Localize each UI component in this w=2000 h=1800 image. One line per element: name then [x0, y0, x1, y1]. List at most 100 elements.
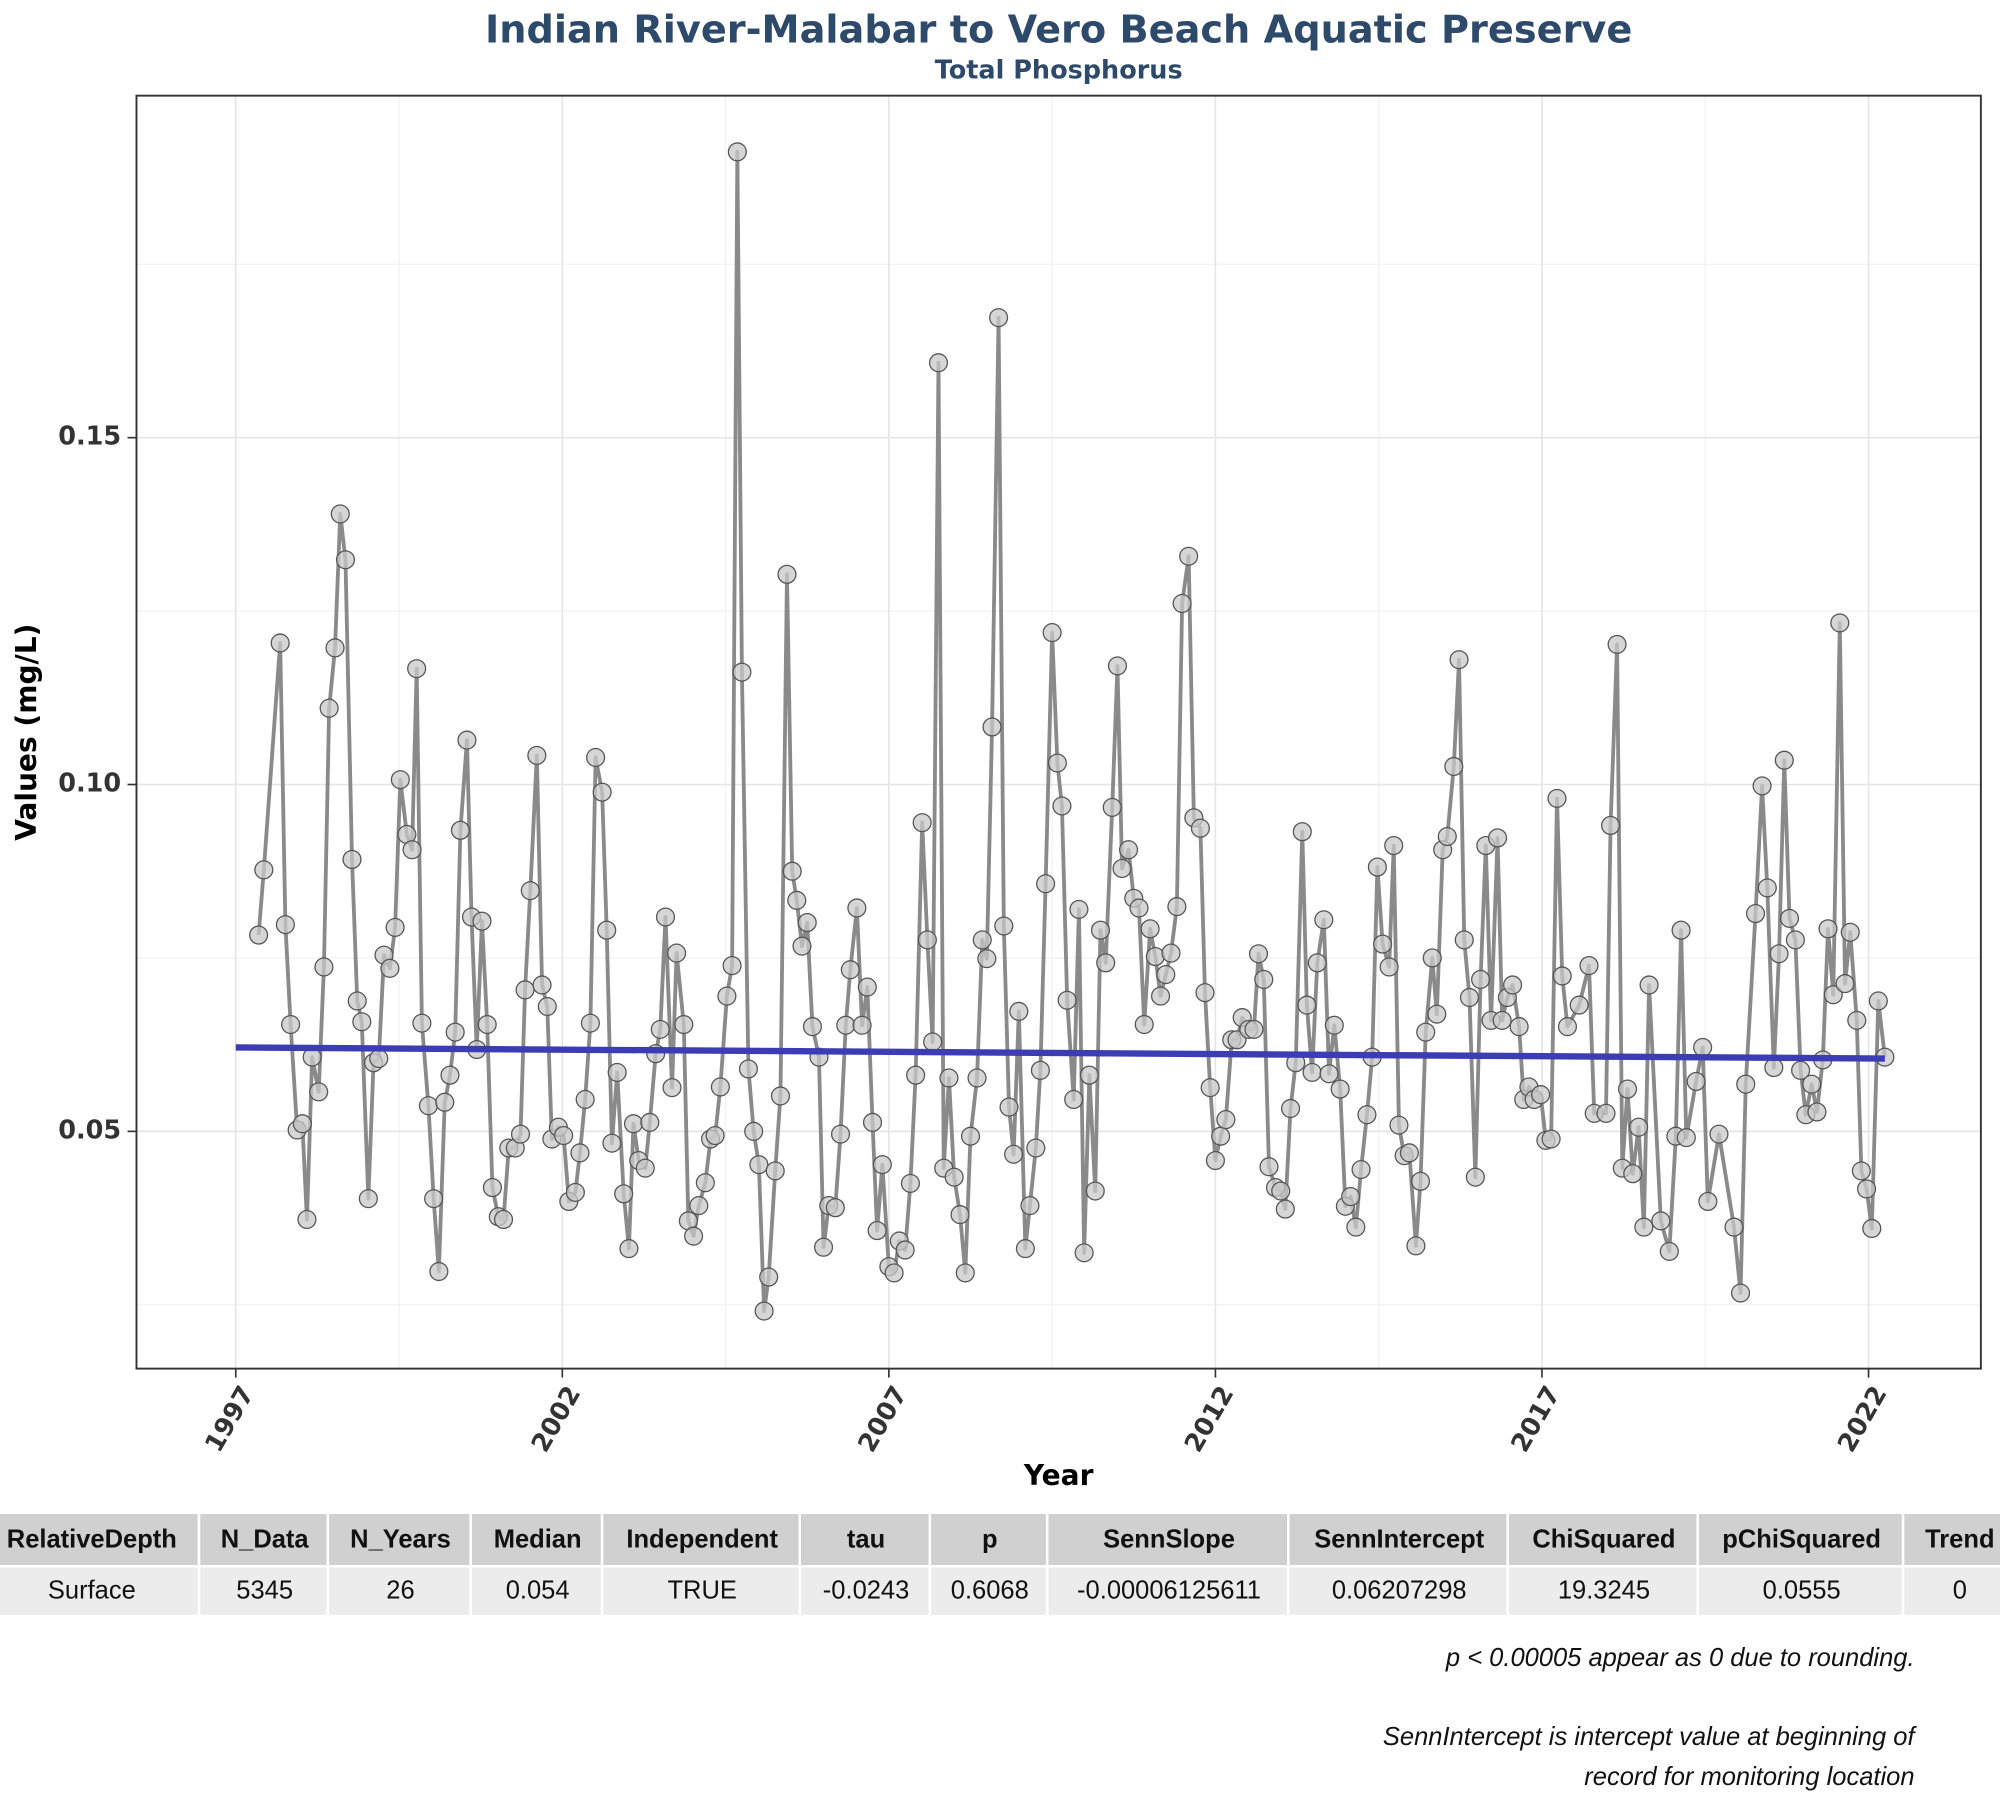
data-point — [435, 1092, 455, 1112]
data-point — [710, 1077, 730, 1097]
data-point — [1036, 874, 1056, 894]
data-point — [782, 861, 802, 881]
data-point — [1422, 948, 1442, 968]
data-point — [884, 1263, 904, 1283]
y-axis-title: Values (mg/L) — [10, 624, 43, 841]
plot-background — [136, 95, 1981, 1369]
data-point — [955, 1263, 975, 1283]
data-point — [1634, 1217, 1654, 1237]
data-point — [402, 840, 422, 860]
data-point — [1444, 756, 1464, 777]
table-cell-text: 0.6068 — [951, 1577, 1029, 1605]
x-tick-label: 2002 — [526, 1381, 587, 1457]
data-point — [917, 930, 937, 950]
data-point — [1259, 1157, 1279, 1177]
data-point — [1851, 1161, 1871, 1181]
data-point — [1357, 1105, 1377, 1125]
table-cell — [200, 1567, 327, 1615]
table-header-cell — [931, 1514, 1046, 1566]
table-header-cell — [1048, 1514, 1287, 1566]
data-point — [532, 975, 552, 995]
table-header: SennSlope — [1103, 1526, 1235, 1554]
data-point — [1069, 899, 1089, 919]
x-tick-label: 2022 — [1832, 1381, 1893, 1457]
table-header-cell — [0, 1514, 198, 1566]
table-header: Trend — [1925, 1526, 1994, 1554]
data-point — [1449, 650, 1469, 670]
data-point — [457, 730, 477, 750]
data-point — [407, 659, 427, 679]
data-point — [928, 353, 949, 373]
data-point — [254, 860, 274, 880]
data-point — [1015, 1239, 1035, 1259]
x-tick-label: 2017 — [1505, 1381, 1566, 1457]
table-header-cell — [329, 1514, 470, 1566]
data-point — [1868, 991, 1888, 1011]
table-cell — [1289, 1567, 1507, 1615]
table-cell-text: Surface — [48, 1577, 136, 1605]
table-cell-text: -0.00006125611 — [1077, 1577, 1261, 1605]
data-point — [1818, 919, 1838, 939]
trend-line — [235, 1044, 1885, 1062]
x-tick-label: 1997 — [199, 1381, 260, 1457]
table-cell-text: 0.06207298 — [1332, 1577, 1467, 1605]
data-point — [1200, 1078, 1220, 1098]
data-point — [862, 1112, 883, 1132]
data-point — [537, 996, 557, 1017]
data-point — [385, 917, 405, 937]
data-point — [440, 1065, 460, 1085]
data-point — [297, 1209, 317, 1230]
data-point — [1195, 983, 1215, 1003]
note: record for monitoring location — [1584, 1763, 1914, 1791]
data-point — [1427, 1004, 1447, 1024]
chart-title: Indian River-Malabar to Vero Beach Aquat… — [485, 7, 1632, 52]
data-point — [1205, 1150, 1225, 1171]
data-point — [1090, 920, 1111, 940]
data-point — [614, 1184, 634, 1204]
data-point — [1547, 788, 1567, 808]
data-point — [1835, 974, 1855, 994]
data-point — [944, 1167, 964, 1187]
data-point — [1857, 1179, 1877, 1199]
data-point — [380, 958, 400, 978]
data-point — [281, 1014, 301, 1035]
data-point — [797, 913, 817, 933]
data-point — [450, 820, 470, 840]
table-cell — [931, 1567, 1046, 1615]
table-cell — [471, 1567, 601, 1615]
data-point — [982, 717, 1002, 737]
data-point — [275, 915, 295, 935]
data-point — [895, 1240, 915, 1260]
table-header-cell — [801, 1514, 929, 1566]
data-point — [1607, 634, 1627, 654]
data-point — [1248, 944, 1269, 964]
data-point — [575, 1089, 595, 1110]
data-point — [662, 1078, 682, 1098]
data-point — [1600, 815, 1621, 836]
data-point — [667, 943, 687, 963]
data-point — [1297, 995, 1317, 1015]
data-point — [1579, 956, 1599, 976]
table-cell — [603, 1567, 799, 1615]
table-cell — [1698, 1567, 1902, 1615]
data-point — [1736, 1074, 1756, 1094]
data-point — [1552, 966, 1572, 986]
data-point — [1698, 1191, 1718, 1212]
data-point — [1769, 944, 1789, 964]
data-point — [1802, 1074, 1822, 1094]
data-point — [1379, 957, 1399, 977]
data-point — [1384, 835, 1404, 856]
data-point — [1292, 822, 1312, 842]
data-point — [1406, 1236, 1426, 1256]
data-point — [912, 813, 932, 833]
data-point — [1541, 1129, 1561, 1149]
table-cell — [329, 1567, 470, 1615]
data-point — [857, 977, 877, 997]
data-point — [999, 1097, 1019, 1117]
data-point — [765, 1161, 785, 1181]
data-point — [1745, 903, 1766, 924]
data-point — [1416, 1022, 1436, 1042]
table-header: Independent — [626, 1526, 778, 1554]
data-point — [347, 991, 367, 1011]
data-point — [717, 986, 737, 1006]
